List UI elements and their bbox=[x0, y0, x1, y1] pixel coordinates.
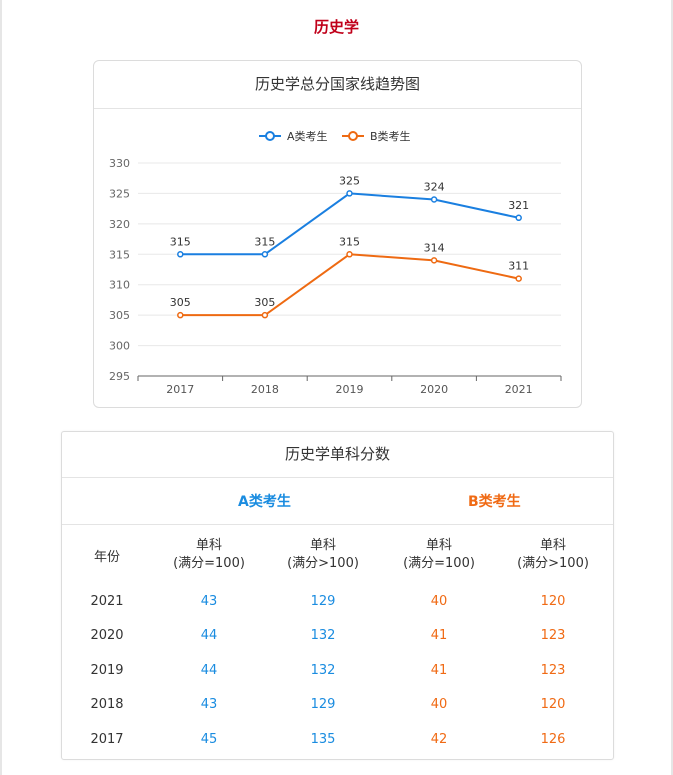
legend-label: B类考生 bbox=[370, 129, 411, 143]
data-point bbox=[261, 251, 269, 258]
chart-card: 历史学总分国家线趋势图 295 300 305 310 315 320 325 330 2017… bbox=[93, 60, 582, 408]
data-point bbox=[346, 190, 353, 197]
header-line: (满分=100) bbox=[403, 556, 475, 571]
x-tick-label: 2018 bbox=[251, 383, 279, 396]
header-line: (满分>100) bbox=[287, 556, 359, 571]
data-label: 321 bbox=[508, 199, 529, 212]
group-b-label: B类考生 bbox=[468, 494, 521, 510]
page-title: 历史学 bbox=[313, 18, 359, 36]
group-header-row: A类考生 B类考生 bbox=[62, 478, 613, 525]
cell-year: 2018 bbox=[90, 697, 124, 713]
y-tick-label: 320 bbox=[109, 218, 130, 231]
y-tick-label: 310 bbox=[109, 279, 130, 292]
x-tick-label: 2017 bbox=[166, 383, 194, 396]
chart-title: 历史学总分国家线趋势图 bbox=[94, 61, 581, 109]
cell-b-over-100: 120 bbox=[540, 594, 566, 609]
cell-year: 2020 bbox=[90, 628, 124, 644]
data-point bbox=[177, 311, 184, 319]
legend-marker bbox=[348, 131, 358, 141]
header-a-single-over-100: 单科 (满分>100) bbox=[278, 537, 368, 573]
data-label: 311 bbox=[508, 260, 529, 273]
data-point bbox=[430, 196, 438, 203]
x-tick-label: 2019 bbox=[336, 383, 364, 396]
cell-b-over-100: 123 bbox=[540, 628, 566, 644]
y-tick-label: 330 bbox=[109, 157, 130, 170]
table-row: 2017 45 135 42 126 bbox=[62, 723, 613, 757]
cell-b-100: 40 bbox=[430, 594, 448, 609]
cell-b-over-100: 120 bbox=[540, 697, 566, 713]
header-b-single-over-100: 单科 (满分>100) bbox=[508, 537, 598, 573]
header-line: 单科 bbox=[539, 538, 566, 553]
header-line: 单科 bbox=[309, 538, 336, 553]
legend-marker bbox=[265, 131, 275, 141]
score-table-card: 历史学单科分数 A类考生 B类考生 年份 单科 (满分=100) 单科 (满分>… bbox=[61, 431, 614, 760]
table-body: 2021 43 129 40 120 2020 44 132 41 123 20… bbox=[62, 585, 613, 757]
table-row: 2019 44 132 41 123 bbox=[62, 654, 613, 688]
cell-a-over-100: 129 bbox=[310, 697, 336, 713]
header-line: 单科 bbox=[425, 538, 452, 553]
header-a-single-100: 单科 (满分=100) bbox=[164, 537, 254, 573]
header-year: 年份 bbox=[93, 550, 120, 565]
data-label: 305 bbox=[170, 296, 191, 309]
y-tick-label: 315 bbox=[109, 248, 130, 261]
data-point bbox=[515, 214, 522, 222]
data-label: 315 bbox=[254, 235, 275, 248]
column-header-row: 年份 单科 (满分=100) 单科 (满分>100) 单科 (满分=100) 单… bbox=[62, 525, 613, 585]
data-point bbox=[346, 251, 353, 258]
cell-a-over-100: 135 bbox=[310, 731, 336, 747]
cell-year: 2017 bbox=[90, 731, 124, 747]
x-tick-label: 2020 bbox=[420, 383, 448, 396]
header-line: (满分=100) bbox=[173, 556, 245, 571]
y-tick-label: 300 bbox=[109, 340, 130, 353]
cell-a-100: 44 bbox=[200, 662, 218, 678]
page-border-right bbox=[671, 0, 673, 775]
cell-a-100: 43 bbox=[200, 697, 218, 713]
data-label: 315 bbox=[170, 235, 191, 248]
data-label: 315 bbox=[339, 235, 360, 248]
cell-a-100: 43 bbox=[200, 594, 218, 609]
x-tick-label: 2021 bbox=[505, 383, 533, 396]
cell-b-over-100: 123 bbox=[540, 662, 566, 678]
data-label: 305 bbox=[254, 296, 275, 309]
table-title: 历史学单科分数 bbox=[62, 432, 613, 478]
cell-a-over-100: 132 bbox=[310, 662, 336, 678]
cell-b-over-100: 126 bbox=[540, 731, 566, 747]
cell-b-100: 42 bbox=[430, 731, 448, 747]
data-label: 325 bbox=[339, 174, 360, 187]
cell-a-over-100: 129 bbox=[310, 594, 336, 609]
cell-a-over-100: 132 bbox=[310, 628, 336, 644]
table-row: 2021 43 129 40 120 bbox=[62, 585, 613, 619]
data-point bbox=[177, 251, 184, 258]
group-a-label: A类考生 bbox=[238, 494, 291, 510]
data-label: 324 bbox=[424, 181, 445, 194]
data-point bbox=[430, 257, 438, 264]
data-point bbox=[515, 275, 522, 282]
cell-b-100: 40 bbox=[430, 697, 448, 713]
y-tick-label: 325 bbox=[109, 187, 130, 200]
y-tick-label: 305 bbox=[109, 309, 130, 322]
header-line: (满分>100) bbox=[517, 556, 589, 571]
cell-a-100: 44 bbox=[200, 628, 218, 644]
cell-a-100: 45 bbox=[200, 731, 218, 747]
line-chart: 295 300 305 310 315 320 325 330 2017 2018 2019 2020… bbox=[109, 129, 562, 396]
legend-label: A类考生 bbox=[287, 129, 328, 143]
y-tick-label: 295 bbox=[109, 370, 130, 383]
cell-b-100: 41 bbox=[430, 628, 448, 644]
table-row: 2020 44 132 41 123 bbox=[62, 619, 613, 653]
header-line: 单科 bbox=[195, 538, 222, 553]
data-point bbox=[261, 311, 269, 319]
cell-year: 2021 bbox=[90, 594, 124, 609]
cell-year: 2019 bbox=[90, 662, 124, 678]
cell-b-100: 41 bbox=[430, 662, 448, 678]
table-row: 2018 43 129 40 120 bbox=[62, 688, 613, 722]
data-label: 314 bbox=[424, 241, 445, 254]
header-b-single-100: 单科 (满分=100) bbox=[394, 537, 484, 573]
page-border-left bbox=[0, 0, 2, 775]
